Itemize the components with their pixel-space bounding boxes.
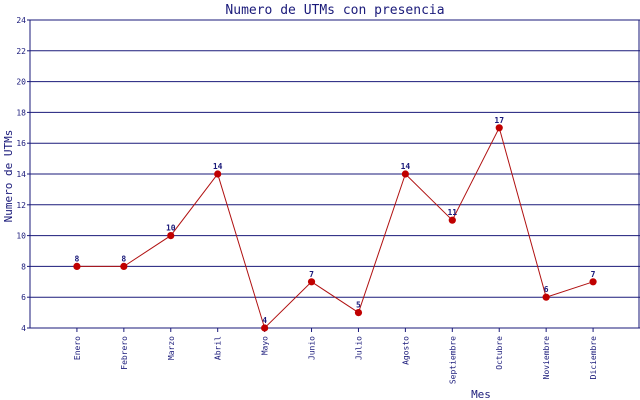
y-tick-label: 14 <box>16 170 26 179</box>
x-axis-ticks: Enero Febrero Marzo Abril Mayo Junio Julio Agos… <box>73 328 598 384</box>
x-tick-label: Noviembre <box>542 336 551 380</box>
data-point <box>542 293 550 301</box>
y-tick-label: 16 <box>16 139 26 148</box>
data-point <box>354 309 363 317</box>
x-axis-label: Mes <box>471 388 491 400</box>
x-tick-label: Marzo <box>167 336 176 360</box>
x-tick-label: Septiembre <box>448 336 457 384</box>
data-label: 14 <box>213 162 223 171</box>
y-tick-label: 6 <box>21 293 26 302</box>
data-label: 17 <box>494 116 504 125</box>
data-point <box>120 262 128 270</box>
x-tick-label: Agosto <box>401 336 410 365</box>
y-tick-label: 4 <box>21 324 26 333</box>
y-axis-ticks: 4 6 8 10 12 14 16 18 20 22 24 <box>16 16 30 333</box>
data-point <box>73 262 81 270</box>
y-tick-label: 20 <box>16 78 26 87</box>
data-point <box>167 232 175 240</box>
data-points <box>73 124 597 332</box>
data-point <box>589 278 597 286</box>
data-labels: 8 8 10 14 4 7 5 14 11 17 6 7 <box>75 116 596 325</box>
series-line <box>76 126 594 329</box>
x-tick-label: Mayo <box>261 336 270 355</box>
y-tick-label: 12 <box>16 201 26 210</box>
data-label: 6 <box>544 285 549 294</box>
data-label: 4 <box>262 316 267 325</box>
data-point <box>448 216 456 224</box>
data-label: 8 <box>75 254 80 263</box>
data-point <box>214 170 222 178</box>
data-point <box>261 324 269 332</box>
data-label: 7 <box>591 270 596 279</box>
data-point <box>307 278 316 286</box>
x-tick-label: Diciembre <box>589 336 598 380</box>
y-tick-label: 10 <box>16 232 26 241</box>
y-axis-label: Numero de UTMs <box>2 130 15 223</box>
data-point <box>401 170 409 178</box>
x-tick-label: Febrero <box>120 336 129 370</box>
data-point <box>495 124 503 132</box>
data-label: 10 <box>166 224 176 233</box>
y-tick-label: 24 <box>16 16 26 25</box>
y-tick-label: 18 <box>16 108 26 117</box>
data-label: 5 <box>356 301 361 310</box>
y-tick-label: 8 <box>21 262 26 271</box>
grid-lines <box>30 19 640 329</box>
data-label: 14 <box>401 162 411 171</box>
x-tick-label: Octubre <box>495 336 504 370</box>
x-tick-label: Abril <box>214 336 223 360</box>
y-tick-label: 22 <box>16 47 26 56</box>
data-label: 8 <box>121 254 126 263</box>
x-tick-label: Enero <box>73 336 82 360</box>
x-tick-label: Junio <box>308 336 317 360</box>
data-label: 7 <box>309 270 314 279</box>
x-tick-label: Julio <box>354 336 363 360</box>
chart-title: Numero de UTMs con presencia <box>225 3 444 18</box>
data-label: 11 <box>447 208 457 217</box>
